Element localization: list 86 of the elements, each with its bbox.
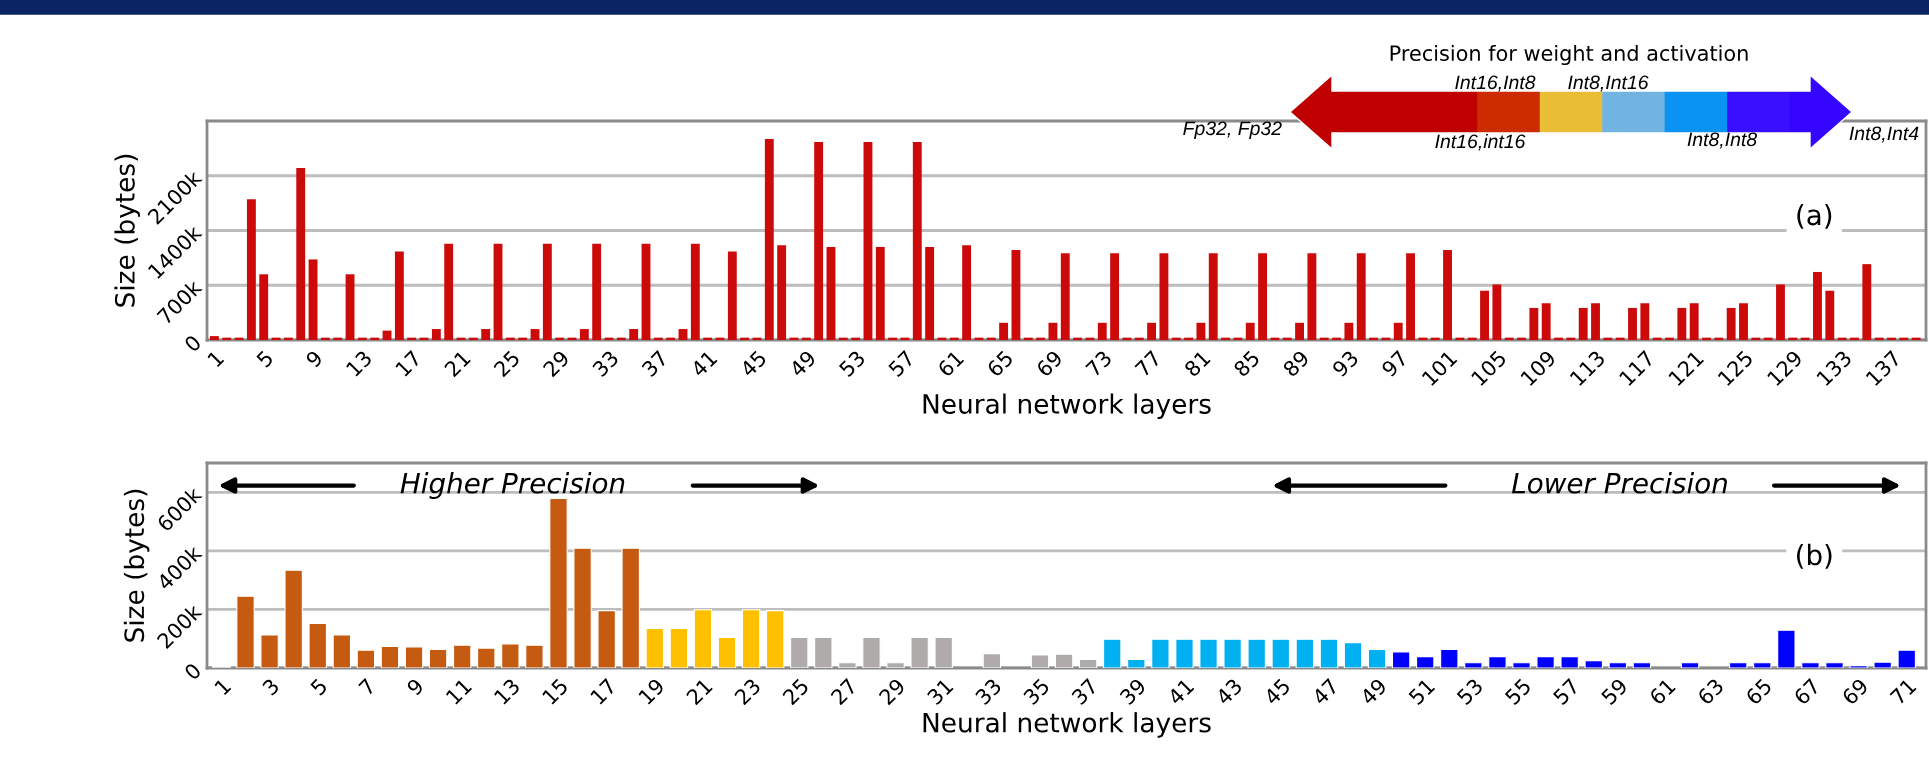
x-tick-label: 9 [405, 677, 425, 697]
x-tick-label: 97 [1380, 349, 1409, 378]
x-tick-label: 13 [345, 349, 373, 377]
x-tick-label: 23 [733, 677, 762, 706]
x-tick-label: 53 [1456, 677, 1484, 706]
x-tick-label: 29 [542, 349, 571, 378]
x-tick-label: 25 [781, 677, 810, 706]
x-tick-label: 113 [1569, 349, 1606, 387]
x-tick-label: 17 [395, 350, 422, 377]
x-tick-label: 43 [1214, 677, 1243, 706]
annotation: Int8,Int8 [1687, 132, 1758, 149]
x-tick-label: 61 [936, 349, 965, 378]
x-tick-label: 15 [541, 678, 569, 705]
x-tick-label: 5 [255, 350, 274, 368]
x-tick-label: 133 [1815, 349, 1853, 387]
x-tick-label: 37 [1070, 677, 1099, 706]
x-tick-label: 33 [974, 677, 1003, 706]
x-tick-label: 1 [214, 678, 232, 696]
x-tick-label: 57 [1552, 678, 1580, 706]
x-tick-label: 61 [1648, 677, 1677, 706]
x-tick-label: 37 [640, 349, 669, 378]
x-tick-label: 71 [1889, 678, 1917, 706]
annotation: (b) [1797, 543, 1832, 569]
text: Precision for weight and activation [1390, 44, 1748, 66]
x-tick-label: 21 [685, 677, 713, 706]
x-tick-label: 29 [878, 677, 906, 706]
annotation: Lower Precision [1511, 472, 1727, 494]
x-tick-label: 77 [1134, 350, 1162, 378]
x-tick-label: 53 [838, 349, 866, 378]
x-tick-label: 33 [591, 349, 620, 378]
x-tick-label: 85 [1232, 349, 1261, 378]
y-tick-label: 0 [183, 334, 202, 353]
x-tick-label: 21 [443, 349, 471, 378]
x-tick-label: 65 [1744, 677, 1773, 706]
x-tick-label: 67 [1792, 677, 1821, 706]
x-tick-label: 27 [830, 677, 858, 706]
annotation: (a) [1797, 203, 1832, 229]
x-tick-label: 69 [1841, 677, 1869, 706]
x-tick-label: 3 [261, 677, 280, 696]
x-tick-label: 73 [1084, 349, 1113, 378]
x-tick-label: 17 [589, 678, 617, 705]
x-tick-label: 125 [1717, 349, 1754, 387]
x-tick-label: 19 [637, 677, 666, 705]
x-tick-label: 51 [1408, 678, 1436, 706]
x-axis-title: Neural network layers [923, 712, 1211, 738]
x-tick-label: 49 [788, 349, 817, 378]
x-tick-label: 11 [445, 678, 473, 705]
x-tick-label: 121 [1667, 349, 1704, 387]
x-tick-label: 41 [690, 350, 718, 378]
x-tick-label: 47 [1311, 678, 1339, 706]
annotation: Fp32, Fp32 [1183, 121, 1282, 140]
x-tick-label: 13 [493, 677, 521, 705]
x-tick-label: 59 [1600, 677, 1629, 706]
x-tick-label: 45 [1263, 678, 1291, 706]
x-tick-label: 45 [739, 350, 768, 378]
x-tick-label: 129 [1766, 349, 1804, 387]
y-tick-label: 0 [183, 662, 202, 681]
x-tick-label: 39 [1118, 677, 1147, 706]
x-tick-label: 49 [1359, 677, 1388, 706]
x-tick-label: 5 [309, 678, 328, 696]
x-tick-label: 81 [1183, 349, 1211, 378]
x-tick-label: 105 [1470, 349, 1507, 387]
x-tick-label: 63 [1696, 677, 1725, 706]
x-tick-label: 109 [1519, 349, 1557, 387]
text: Int16,Int8 [1455, 75, 1536, 92]
x-tick-label: 9 [304, 349, 324, 369]
x-tick-label: 57 [887, 350, 916, 378]
x-tick-label: 25 [492, 349, 521, 378]
x-tick-label: 7 [358, 678, 376, 696]
x-tick-label: 65 [986, 349, 1014, 378]
x-tick-label: 93 [1331, 349, 1360, 378]
text: Int8,Int16 [1568, 75, 1649, 92]
annotation: Int8,Int4 [1849, 126, 1919, 143]
annotation: Int16,int16 [1435, 133, 1526, 151]
y-axis-title: Size (bytes) [114, 154, 140, 307]
x-tick-label: 31 [926, 677, 954, 706]
x-tick-label: 1 [207, 350, 225, 368]
x-tick-label: 69 [1035, 349, 1064, 378]
x-axis-title: Neural network layers [923, 393, 1211, 420]
x-tick-label: 101 [1421, 349, 1458, 387]
x-tick-label: 89 [1282, 349, 1310, 378]
x-tick-label: 55 [1504, 678, 1532, 706]
x-tick-label: 35 [1022, 677, 1051, 706]
y-axis-title: Size (bytes) [123, 489, 150, 642]
x-tick-label: 41 [1166, 678, 1195, 706]
annotation: Higher Precision [400, 472, 625, 499]
